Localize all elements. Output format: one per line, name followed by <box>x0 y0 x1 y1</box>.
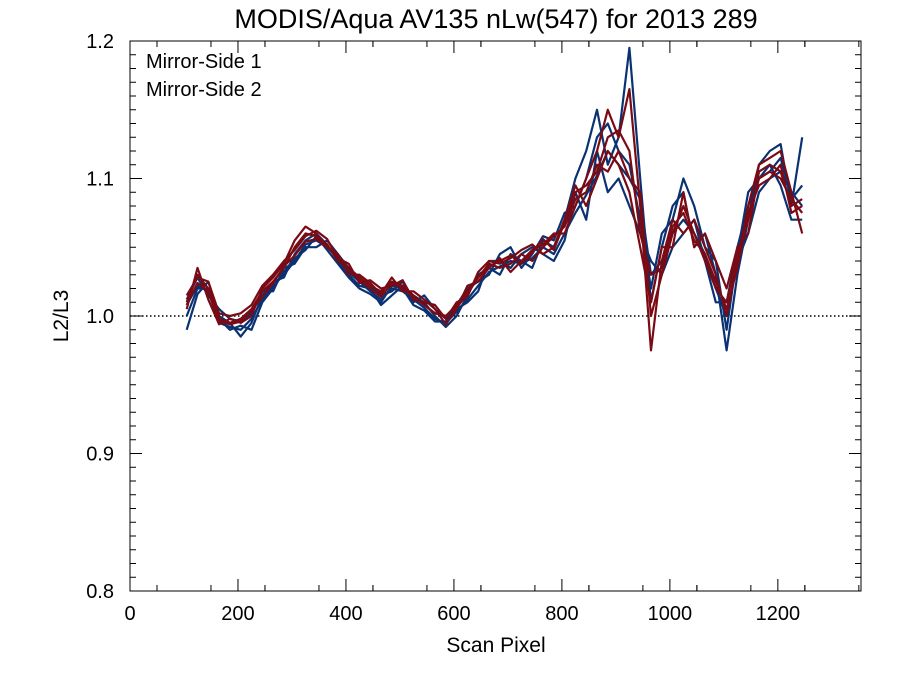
y-tick-label: 1.2 <box>86 31 114 53</box>
y-tick-label: 1.1 <box>86 169 114 191</box>
y-axis-label: L2/L3 <box>50 290 73 343</box>
x-tick-label: 800 <box>545 603 578 625</box>
x-tick-label: 1200 <box>756 603 801 625</box>
series-line-ms1-3 <box>185 149 803 323</box>
series-line-ms1-1 <box>185 149 804 331</box>
y-tick-label: 0.8 <box>86 581 114 603</box>
series-line-ms2-4 <box>185 129 803 326</box>
x-tick-label: 600 <box>437 603 470 625</box>
series-line-ms1-2 <box>185 46 804 352</box>
chart-title: MODIS/Aqua AV135 nLw(547) for 2013 289 <box>234 4 757 34</box>
x-axis-label: Scan Pixel <box>446 634 545 657</box>
x-tick-label: 200 <box>221 603 254 625</box>
series-line-ms2-3 <box>185 149 803 320</box>
legend-mirror-side-1: Mirror-Side 1 <box>146 51 262 73</box>
axis-ticks: 0 200 400 600 800 1000 1200 0.8 0.9 1.0 1.1 1.2 <box>86 31 861 625</box>
series-lines <box>185 46 804 352</box>
x-tick-label: 400 <box>329 603 362 625</box>
y-tick-label: 0.9 <box>86 444 114 466</box>
y-tick-label: 1.0 <box>86 306 114 328</box>
series-line-ms1-4 <box>185 122 804 331</box>
legend-mirror-side-2: Mirror-Side 2 <box>146 79 262 101</box>
x-tick-label: 1000 <box>648 603 693 625</box>
x-tick-label: 0 <box>124 603 135 625</box>
series-line-ms2-1 <box>185 149 804 324</box>
series-line-ms2-2 <box>185 87 804 352</box>
